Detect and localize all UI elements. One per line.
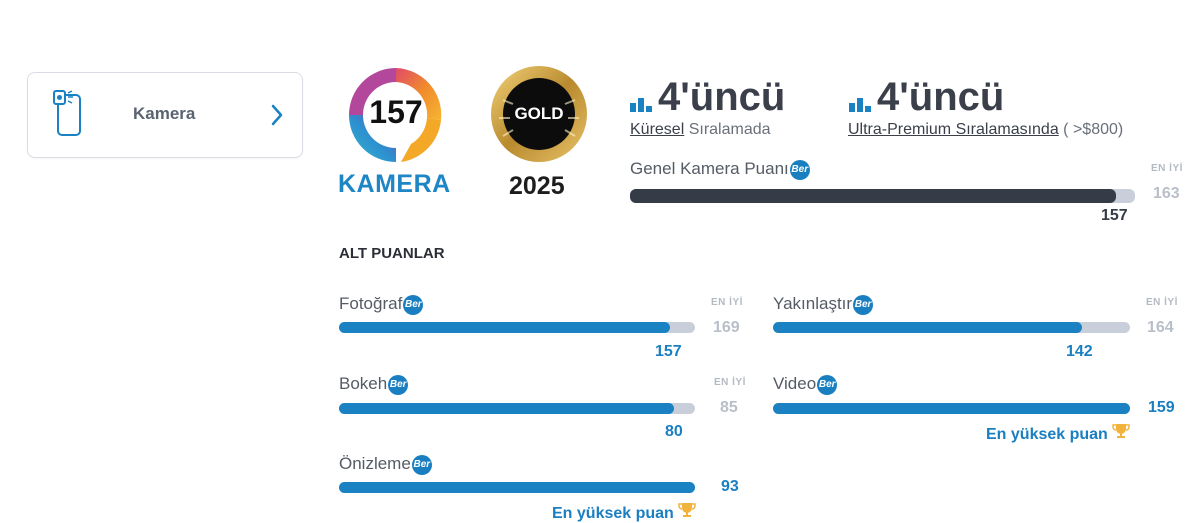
award-label: GOLD	[514, 104, 564, 123]
segment-rank-suffix: ( >$800)	[1058, 121, 1124, 138]
subscore-photo-score: 157	[655, 343, 682, 360]
subscore-photo-bar	[339, 322, 695, 333]
global-ranking-link[interactable]: Küresel	[630, 121, 685, 138]
subscore-label-row: Fotoğraf Ber	[339, 294, 424, 315]
overall-score-value: 157	[1101, 207, 1128, 224]
subscore-label-row: Önizleme Ber	[339, 454, 432, 475]
subscores-title: ALT PUANLAR	[339, 245, 445, 262]
overall-en-iyi-label: EN İYİ	[1151, 163, 1183, 174]
camera-score-badge: 157	[341, 60, 451, 170]
en-iyi-label: EN İYİ	[1146, 297, 1178, 308]
top-score-label: En yüksek puan	[986, 426, 1108, 443]
camera-score-value: 157	[369, 94, 423, 130]
info-badge-icon[interactable]: Ber	[789, 159, 810, 180]
subscore-zoom-bar-fill	[773, 322, 1083, 333]
subscore-preview-bar	[339, 482, 695, 493]
subscore-label-row: Bokeh Ber	[339, 374, 409, 395]
info-badge-icon[interactable]: Ber	[403, 294, 424, 315]
subscore-bokeh-score: 80	[665, 423, 683, 440]
subscore-zoom-bar	[773, 322, 1130, 333]
global-rank-caption: Küresel Sıralamada	[630, 121, 771, 139]
global-rank-value: 4'üncü	[658, 75, 786, 119]
subscore-preview-bar-fill	[339, 482, 695, 493]
overall-best-value: 163	[1153, 185, 1180, 202]
overall-score-bar	[630, 189, 1135, 203]
subscore-video-bar-fill	[773, 403, 1130, 414]
subscore-zoom-score: 142	[1066, 343, 1093, 360]
camera-score-ring-icon	[349, 68, 442, 162]
video-top-score: En yüksek puan	[986, 423, 1131, 444]
phone-camera-icon	[52, 89, 82, 142]
subscore-photo-best: 169	[713, 319, 740, 336]
en-iyi-label: EN İYİ	[711, 297, 743, 308]
info-badge-icon[interactable]: Ber	[388, 374, 409, 395]
subscore-video-label: Video	[773, 374, 817, 393]
subscore-zoom-label: Yakınlaştır	[773, 294, 853, 313]
subscore-bokeh-bar-fill	[339, 403, 674, 414]
subscore-label-row: Yakınlaştır Ber	[773, 294, 874, 315]
award-year: 2025	[509, 172, 565, 200]
subscore-photo-bar-fill	[339, 322, 670, 333]
top-score-label: En yüksek puan	[552, 505, 674, 522]
subscore-bokeh-label: Bokeh	[339, 374, 388, 393]
rank-bars-icon	[849, 94, 873, 117]
trophy-icon	[1112, 424, 1131, 443]
info-badge-icon[interactable]: Ber	[411, 454, 432, 475]
preview-top-score: En yüksek puan	[552, 502, 697, 523]
info-badge-icon[interactable]: Ber	[853, 294, 874, 315]
global-rank-suffix: Sıralamada	[684, 121, 771, 138]
gold-laurel-icon	[491, 66, 587, 162]
en-iyi-label: EN İYİ	[714, 377, 746, 388]
chevron-right-icon[interactable]	[270, 103, 284, 132]
subscore-zoom-best: 164	[1147, 319, 1174, 336]
subscore-video-score: 159	[1148, 399, 1175, 416]
subscore-bokeh-bar	[339, 403, 695, 414]
subscore-photo-label: Fotoğraf	[339, 294, 403, 313]
gold-award-badge: GOLD	[485, 60, 593, 168]
subscore-label-row: Video Ber	[773, 374, 838, 395]
subscore-preview-label: Önizleme	[339, 454, 411, 473]
trophy-icon	[678, 503, 697, 522]
sidebar-item-camera[interactable]: Kamera	[27, 72, 303, 158]
subscore-preview-score: 93	[721, 478, 739, 495]
camera-badge-label: KAMERA	[338, 170, 451, 198]
segment-ranking-link[interactable]: Ultra-Premium Sıralamasında	[848, 121, 1059, 138]
info-badge-icon[interactable]: Ber	[817, 374, 838, 395]
overall-score-label: Genel Kamera Puanı	[630, 159, 789, 178]
segment-rank-value: 4'üncü	[877, 75, 1005, 119]
rank-bars-icon	[630, 94, 654, 117]
overall-score-label-row: Genel Kamera Puanı Ber	[630, 159, 810, 180]
segment-rank-caption: Ultra-Premium Sıralamasında ( >$800)	[848, 121, 1123, 139]
overall-score-bar-fill	[630, 189, 1117, 203]
segment-rank: 4'üncü	[849, 77, 1004, 117]
sidebar-item-label: Kamera	[133, 104, 196, 123]
subscore-video-bar	[773, 403, 1130, 414]
global-rank: 4'üncü	[630, 77, 785, 117]
subscore-bokeh-best: 85	[720, 399, 738, 416]
